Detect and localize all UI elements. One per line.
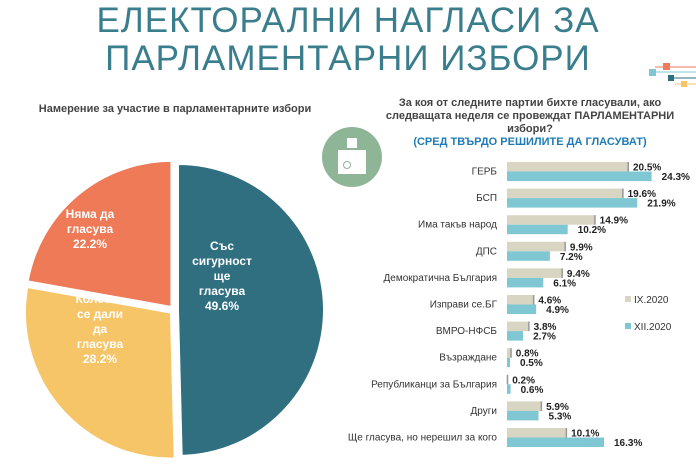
data-label: 0.5% xyxy=(520,358,543,369)
data-label: 9.9% xyxy=(570,242,593,253)
bar xyxy=(507,295,535,305)
data-label: 6.1% xyxy=(553,278,576,289)
bar xyxy=(507,357,510,368)
bar-edge xyxy=(528,321,530,332)
bar xyxy=(507,268,563,278)
pie-label: Със сигурност ще гласува 49.6% xyxy=(192,239,252,313)
data-label: 0.6% xyxy=(521,385,544,396)
data-label: 10.1% xyxy=(571,429,599,440)
bar xyxy=(507,401,543,411)
bar-edge xyxy=(510,348,512,358)
legend-swatch xyxy=(625,323,631,329)
bar-edge xyxy=(540,401,543,411)
category-label: ГЕРБ xyxy=(472,167,498,178)
bar xyxy=(507,188,624,199)
category-label: Демократична България xyxy=(384,273,498,284)
bar-edge xyxy=(564,241,566,252)
bar xyxy=(507,224,568,235)
category-label: Изправи се.БГ xyxy=(430,300,498,311)
bar-edge xyxy=(532,295,535,305)
bar-edge xyxy=(627,162,629,172)
category-label: Други xyxy=(471,406,497,417)
data-label: 9.4% xyxy=(567,269,590,280)
pie-label: Колебае се дали да гласува 28.2% xyxy=(75,292,124,366)
category-label: Възраждане xyxy=(439,353,497,364)
data-label: 7.2% xyxy=(560,252,583,263)
data-label: 3.8% xyxy=(534,322,557,333)
data-label: 14.9% xyxy=(600,216,628,227)
category-label: ДПС xyxy=(476,246,497,257)
pie-slice xyxy=(177,162,325,457)
bar xyxy=(507,348,512,358)
bar-question: За коя от следните партии бихте гласувал… xyxy=(385,97,675,135)
data-label: 20.5% xyxy=(633,163,661,174)
bar xyxy=(507,428,568,438)
bar xyxy=(507,251,550,261)
bar xyxy=(507,215,596,225)
ballot-icon xyxy=(322,127,382,187)
pie-label: Няма да гласува 22.2% xyxy=(66,207,115,251)
category-label: БСП xyxy=(476,193,497,204)
bar xyxy=(507,162,629,172)
bar-edge xyxy=(594,215,596,225)
bar xyxy=(507,410,539,421)
pie-slice xyxy=(26,159,173,309)
data-label: 16.3% xyxy=(614,438,642,449)
bar-edge xyxy=(506,374,509,385)
bar-edge xyxy=(565,428,568,438)
pie-title: Намерение за участие в парламентарните и… xyxy=(38,103,312,115)
bar xyxy=(507,277,544,288)
category-label: ВМРО-НФСБ xyxy=(436,326,498,337)
bar xyxy=(507,331,524,341)
legend-label: XII.2020 xyxy=(634,322,672,333)
legend-swatch xyxy=(625,296,631,302)
data-label: 5.9% xyxy=(546,402,569,413)
bar-edge xyxy=(622,188,624,199)
data-label: 0.2% xyxy=(512,375,535,386)
category-label: Има такъв народ xyxy=(418,220,497,231)
pie-chart: Със сигурност ще гласува 49.6% Колебае се дали… xyxy=(24,159,325,460)
pie-slice xyxy=(24,285,176,460)
category-label: Републиканци за България xyxy=(371,378,497,390)
data-label: 21.9% xyxy=(647,199,675,210)
bar xyxy=(507,384,511,394)
data-label: 0.8% xyxy=(516,349,539,360)
bar-edge xyxy=(561,268,563,278)
data-label: 4.9% xyxy=(546,305,569,316)
bar-chart-title: За коя от следните партии бихте гласувал… xyxy=(380,97,680,149)
decor-squares xyxy=(649,63,696,87)
bar xyxy=(507,198,638,208)
bar xyxy=(507,241,566,252)
data-label: 10.2% xyxy=(578,225,606,236)
data-label: 19.6% xyxy=(628,189,656,200)
legend-label: IX.2020 xyxy=(634,295,669,306)
data-label: 4.6% xyxy=(538,296,561,307)
bar-subtitle: (СРЕД ТВЪРДО РЕШИЛИТЕ ДА ГЛАСУВАТ) xyxy=(413,136,647,148)
page-title: ЕЛЕКТОРАЛНИ НАГЛАСИ ЗА ПАРЛАМЕНТАРНИ ИЗБ… xyxy=(96,1,600,78)
data-label: 2.7% xyxy=(533,332,556,343)
bar-chart: ГЕРБ 20.5%24.3% БСП 19.6%21.9% Има такъв нар… xyxy=(348,162,690,449)
bar xyxy=(507,437,604,447)
bar xyxy=(507,171,652,181)
data-label: 5.3% xyxy=(549,411,572,422)
bar xyxy=(507,304,537,314)
category-label: Ще гласува, но нерешил за кого xyxy=(348,433,498,444)
bar xyxy=(507,321,530,332)
data-label: 24.3% xyxy=(662,172,690,183)
